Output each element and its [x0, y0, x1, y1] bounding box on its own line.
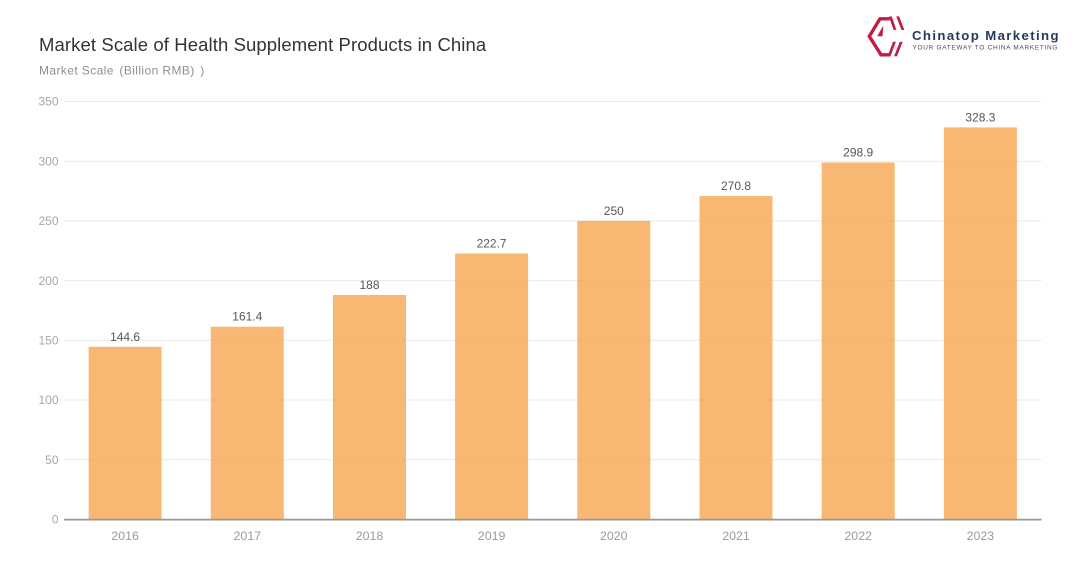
svg-text:350: 350: [38, 95, 58, 109]
svg-text:0: 0: [52, 513, 59, 527]
svg-text:2023: 2023: [967, 529, 995, 543]
svg-text:100: 100: [38, 393, 58, 407]
svg-text:50: 50: [45, 453, 59, 467]
svg-text:2017: 2017: [234, 529, 262, 543]
svg-text:YOUR GATEWAY TO CHINA MARKETIN: YOUR GATEWAY TO CHINA MARKETING: [913, 45, 1059, 52]
svg-text:270.8: 270.8: [721, 179, 751, 193]
svg-text:250: 250: [38, 214, 58, 228]
svg-text:2019: 2019: [478, 529, 506, 543]
svg-text:161.4: 161.4: [232, 310, 262, 324]
svg-text:150: 150: [38, 334, 58, 348]
svg-text:2018: 2018: [356, 529, 384, 543]
svg-text:298.9: 298.9: [843, 146, 873, 160]
svg-text:250: 250: [604, 204, 624, 218]
svg-text:2020: 2020: [600, 529, 628, 543]
svg-text:Market Scale (Billion RMB) ): Market Scale (Billion RMB) ): [39, 64, 205, 78]
svg-text:300: 300: [38, 154, 58, 168]
svg-text:Chinatop Marketing: Chinatop Marketing: [912, 28, 1060, 43]
svg-text:222.7: 222.7: [477, 237, 507, 251]
svg-text:2016: 2016: [111, 529, 139, 543]
svg-text:2021: 2021: [722, 529, 750, 543]
svg-text:144.6: 144.6: [110, 330, 140, 344]
svg-text:2022: 2022: [844, 529, 872, 543]
svg-text:200: 200: [38, 274, 58, 288]
svg-text:188: 188: [359, 278, 379, 292]
svg-text:Market Scale of Health Supplem: Market Scale of Health Supplement Produc…: [39, 34, 487, 55]
svg-text:328.3: 328.3: [965, 110, 995, 124]
